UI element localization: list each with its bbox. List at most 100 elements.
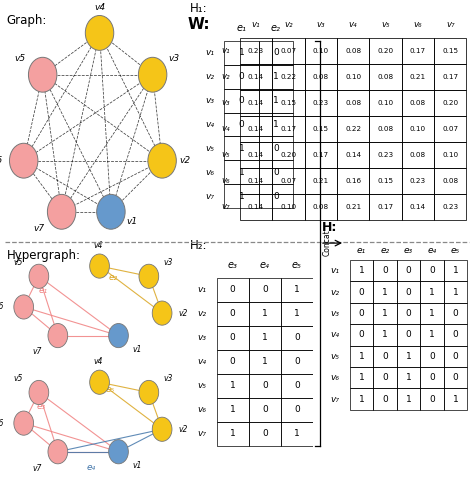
Bar [305, 63, 337, 90]
Bar [402, 90, 434, 116]
Text: 0: 0 [429, 373, 435, 382]
Text: 1: 1 [358, 394, 364, 404]
Bar [350, 303, 373, 324]
Text: 0.10: 0.10 [345, 74, 361, 79]
Text: 0: 0 [273, 192, 279, 201]
Bar [259, 89, 293, 113]
Text: v1: v1 [133, 461, 142, 470]
Bar [350, 324, 373, 346]
Circle shape [28, 57, 57, 92]
Bar [434, 63, 466, 90]
Bar [224, 113, 259, 136]
Bar [259, 113, 293, 136]
Text: e₅: e₅ [292, 260, 302, 270]
Text: e₃: e₃ [228, 260, 237, 270]
Text: v₄: v₄ [198, 357, 207, 366]
Text: v₆: v₆ [221, 176, 230, 185]
Text: 1: 1 [429, 287, 435, 297]
Text: 1: 1 [429, 331, 435, 339]
Text: 0.10: 0.10 [410, 126, 426, 132]
Bar [402, 167, 434, 194]
Bar [402, 38, 434, 63]
Text: 0.20: 0.20 [442, 100, 458, 106]
Bar [444, 367, 467, 388]
Bar [337, 90, 369, 116]
Text: v₁: v₁ [221, 46, 230, 55]
Bar [337, 63, 369, 90]
Text: 0: 0 [230, 357, 236, 366]
Bar [224, 41, 259, 65]
Bar [224, 136, 259, 161]
Bar [434, 142, 466, 167]
Text: 1: 1 [382, 287, 388, 297]
Text: 0.23: 0.23 [377, 151, 393, 158]
Bar [240, 142, 272, 167]
Text: 0.16: 0.16 [345, 178, 361, 183]
Bar [249, 398, 281, 422]
Text: 0.10: 0.10 [280, 204, 296, 210]
Bar [420, 303, 444, 324]
Text: 0.17: 0.17 [410, 47, 426, 54]
Bar [217, 278, 249, 302]
Text: 1: 1 [230, 429, 236, 438]
Text: v6: v6 [0, 156, 3, 165]
Bar [369, 194, 402, 220]
Text: 0.15: 0.15 [442, 47, 458, 54]
Text: v₃: v₃ [221, 98, 230, 107]
Text: v4: v4 [94, 3, 105, 12]
Bar [350, 260, 373, 281]
Text: 0: 0 [382, 352, 388, 361]
Text: 1: 1 [406, 352, 411, 361]
Bar [397, 346, 420, 367]
Text: e₄: e₄ [260, 260, 270, 270]
Text: v2: v2 [178, 425, 188, 434]
Text: v7: v7 [32, 464, 42, 472]
Circle shape [9, 143, 38, 178]
Circle shape [139, 264, 159, 288]
Text: e₄: e₄ [428, 246, 437, 255]
Bar [281, 349, 313, 374]
Bar [369, 142, 402, 167]
Text: 0: 0 [382, 394, 388, 404]
Text: v₁: v₁ [252, 20, 260, 29]
Bar [217, 374, 249, 398]
Bar [272, 90, 305, 116]
Bar [397, 367, 420, 388]
Bar [224, 184, 259, 208]
Circle shape [29, 380, 49, 405]
Text: 0.07: 0.07 [280, 47, 296, 54]
Bar [217, 398, 249, 422]
Text: v5: v5 [13, 258, 23, 267]
Text: 0: 0 [238, 72, 244, 81]
Text: 0.17: 0.17 [377, 204, 393, 210]
Bar [420, 324, 444, 346]
Bar [281, 326, 313, 349]
Text: 0: 0 [294, 357, 300, 366]
Text: v₄: v₄ [330, 331, 339, 339]
Bar [240, 90, 272, 116]
Text: v₂: v₂ [198, 309, 207, 318]
Text: H:: H: [322, 221, 337, 234]
Bar [281, 422, 313, 445]
Text: 0.15: 0.15 [313, 126, 329, 132]
Text: e₄: e₄ [86, 463, 95, 472]
Text: 1: 1 [382, 331, 388, 339]
Text: v1: v1 [133, 345, 142, 354]
Circle shape [48, 439, 68, 464]
Text: 1: 1 [453, 266, 458, 275]
Text: 0: 0 [262, 381, 268, 390]
Text: 0: 0 [262, 285, 268, 294]
Text: 1: 1 [406, 373, 411, 382]
Text: v5: v5 [13, 374, 23, 383]
Text: 0: 0 [406, 287, 411, 297]
Text: v₂: v₂ [330, 287, 339, 297]
Bar [373, 346, 397, 367]
Circle shape [48, 323, 68, 348]
Bar [259, 41, 293, 65]
Bar [259, 161, 293, 184]
Bar [240, 116, 272, 142]
Text: e₂: e₂ [380, 246, 390, 255]
Text: 0.14: 0.14 [248, 178, 264, 183]
Text: 0: 0 [238, 120, 244, 129]
Text: v₇: v₇ [330, 394, 339, 404]
